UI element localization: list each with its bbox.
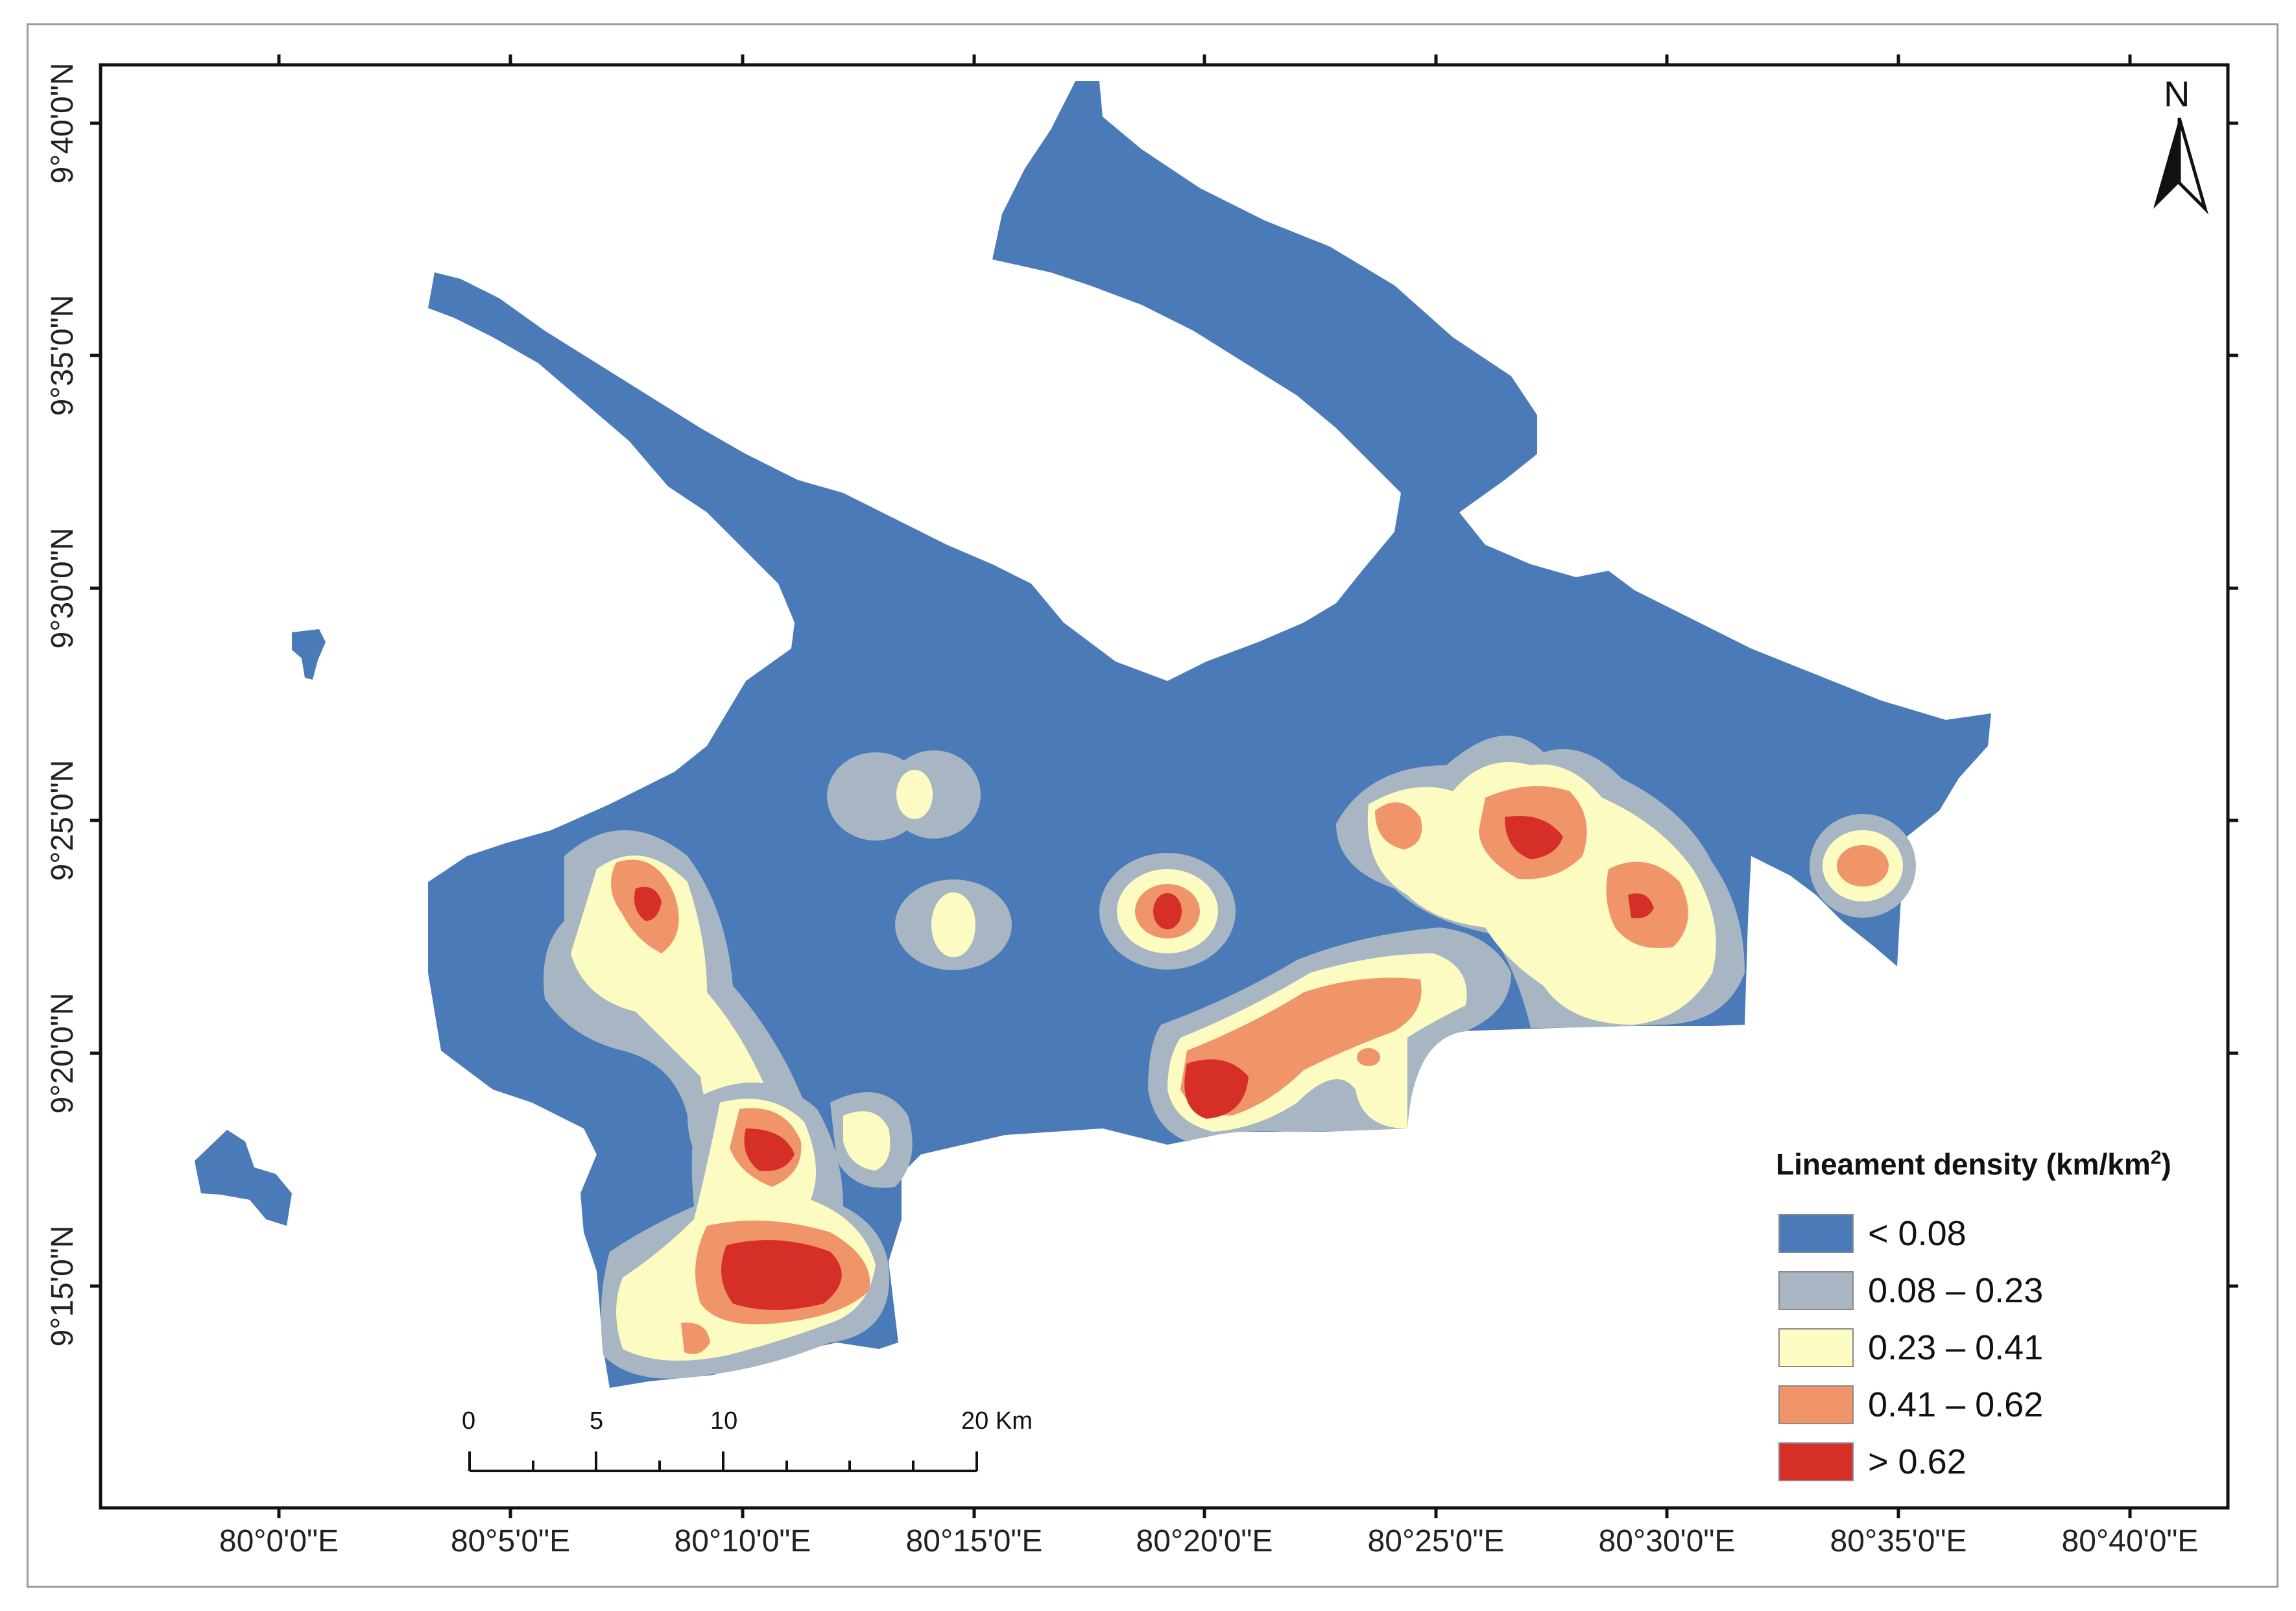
island-west [292, 629, 326, 680]
x-tick-labels: 80°0'0"E 80°5'0"E 80°10'0"E 80°15'0"E 80… [219, 1524, 2199, 1558]
legend-item: < 0.08 [1778, 1213, 1967, 1254]
y-tick-label: 9°30'0"N [45, 528, 80, 649]
scale-label-0: 0 [462, 1407, 476, 1435]
x-tick-label: 80°35'0"E [1830, 1524, 1967, 1558]
legend-label: > 0.62 [1868, 1442, 1967, 1481]
y-ticks-right [2228, 121, 2238, 1288]
y-tick-label: 9°35'0"N [45, 295, 80, 416]
density-hotspots [544, 735, 1916, 1379]
figure-frame [27, 23, 2278, 1588]
x-tick-label: 80°20'0"E [1136, 1524, 1273, 1558]
legend-swatch [1778, 1214, 1854, 1253]
legend-label: < 0.08 [1868, 1214, 1967, 1253]
main-landmass [428, 81, 1991, 1388]
hotspot-central [895, 879, 1012, 970]
legend-label: 0.23 – 0.41 [1868, 1328, 2044, 1367]
scale-bar: 0 5 10 20 Km [448, 1407, 1070, 1485]
north-letter: N [2164, 73, 2190, 114]
hotspot-east-cluster [1336, 735, 1745, 1028]
hotspot-southwest [601, 1082, 913, 1379]
legend-swatch [1778, 1271, 1854, 1310]
y-tick-label: 9°15'0"N [45, 1226, 80, 1347]
legend-title-end: ) [2161, 1147, 2171, 1181]
scale-label-5: 5 [590, 1407, 604, 1435]
density-class-lowest [195, 81, 1991, 1388]
legend-swatch [1778, 1385, 1854, 1424]
x-tick-label: 80°25'0"E [1368, 1524, 1505, 1558]
y-tick-label: 9°40'0"N [45, 63, 80, 184]
y-tick-labels: 9°40'0"N 9°35'0"N 9°30'0"N 9°25'0"N 9°20… [45, 63, 80, 1347]
island-southwest [195, 1130, 292, 1226]
north-arrow-icon [2153, 117, 2209, 215]
legend-item: 0.23 – 0.41 [1778, 1327, 2043, 1368]
legend-title-superscript: 2 [2150, 1147, 2162, 1169]
hotspot-east-central [1099, 853, 1236, 970]
hotspot-central-north [827, 750, 981, 841]
legend-label: 0.08 – 0.23 [1868, 1271, 2044, 1310]
hotspot-south-central-belt [1148, 927, 1511, 1141]
hotspot-far-east [1810, 814, 1916, 918]
y-tick-label: 9°25'0"N [45, 760, 80, 881]
scale-label-20: 20 Km [961, 1407, 1033, 1435]
x-tick-label: 80°0'0"E [219, 1524, 339, 1558]
x-ticks-top [277, 54, 2132, 65]
x-tick-label: 80°40'0"E [2062, 1524, 2199, 1558]
legend-item: 0.41 – 0.62 [1778, 1384, 2043, 1426]
legend-swatch [1778, 1442, 1854, 1481]
y-ticks-left [90, 121, 101, 1288]
legend: Lineament density (km/km2) < 0.08 0.08 –… [1776, 1147, 2256, 1484]
x-tick-label: 80°30'0"E [1599, 1524, 1736, 1558]
x-ticks-bottom [277, 1508, 2132, 1518]
x-tick-label: 80°5'0"E [451, 1524, 570, 1558]
scale-bar-graphic [468, 1451, 978, 1472]
scale-unit: Km [995, 1407, 1033, 1435]
scale-label-20-value: 20 [961, 1407, 989, 1435]
x-tick-label: 80°10'0"E [675, 1524, 811, 1558]
legend-title-main: Lineament density (km/km [1776, 1147, 2151, 1181]
y-tick-label: 9°20'0"N [45, 993, 80, 1114]
north-arrow: N [2147, 73, 2212, 222]
x-tick-label: 80°15'0"E [906, 1524, 1043, 1558]
legend-item: > 0.62 [1778, 1441, 1967, 1483]
legend-item: 0.08 – 0.23 [1778, 1270, 2043, 1311]
scale-label-10: 10 [710, 1407, 738, 1435]
legend-swatch [1778, 1328, 1854, 1367]
legend-title: Lineament density (km/km2) [1776, 1147, 2171, 1182]
legend-label: 0.41 – 0.62 [1868, 1385, 2044, 1424]
